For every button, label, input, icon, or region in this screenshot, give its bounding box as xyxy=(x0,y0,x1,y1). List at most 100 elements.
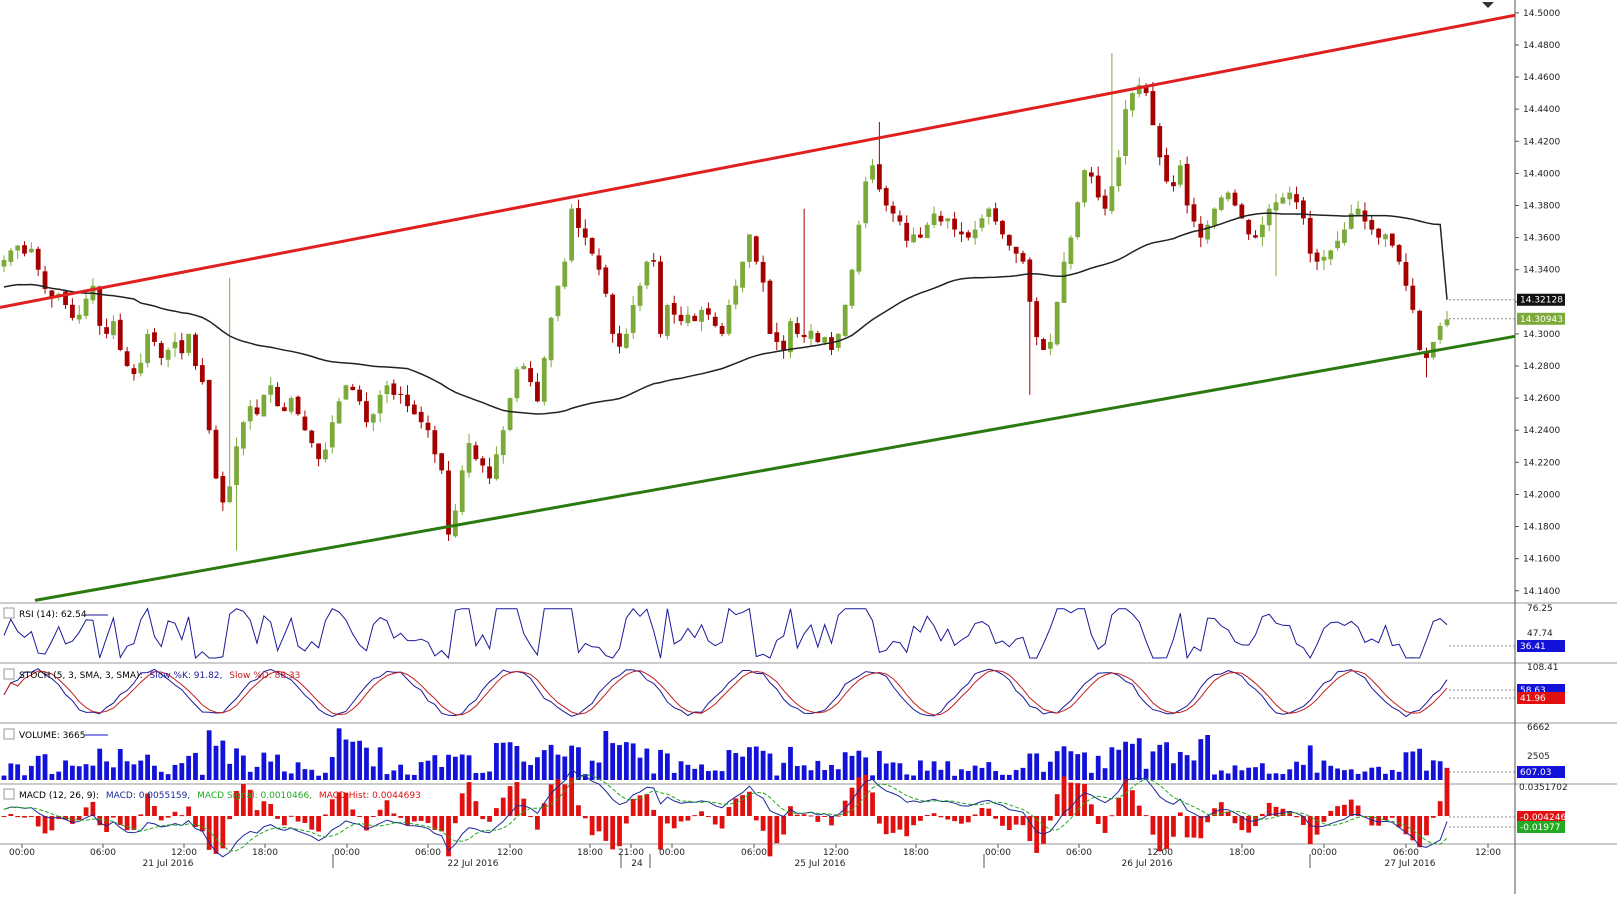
candle-body xyxy=(658,261,663,334)
candle-body xyxy=(411,404,417,415)
candle-body xyxy=(234,446,239,486)
candle-body xyxy=(1321,256,1327,261)
volume-bar xyxy=(90,765,96,780)
candle-body xyxy=(808,330,814,339)
volume-bar xyxy=(972,765,978,780)
macd-close-box[interactable] xyxy=(3,788,15,800)
rsi-close-box[interactable] xyxy=(3,607,15,619)
rsi-tick-mid: 47.74 xyxy=(1527,629,1553,639)
candle-body xyxy=(733,285,739,305)
macd-hist-bar xyxy=(131,816,137,830)
volume-close-box[interactable] xyxy=(3,728,15,740)
volume-bar xyxy=(794,766,800,780)
macd-hist-bar xyxy=(617,816,622,847)
volume-bar xyxy=(658,749,663,780)
volume-bar xyxy=(1013,770,1019,780)
volume-bar xyxy=(514,745,520,780)
volume-bar xyxy=(1034,753,1040,780)
volume-bar xyxy=(459,754,465,780)
candle-body xyxy=(76,314,82,320)
candle-body xyxy=(124,351,130,367)
candle-body xyxy=(801,334,807,338)
stoch-k-tag: 58.63 xyxy=(1520,686,1546,696)
volume-bar xyxy=(1212,774,1217,780)
volume-bar xyxy=(295,762,301,780)
candle-body xyxy=(405,394,410,407)
volume-bar xyxy=(1130,743,1135,780)
macd-hist-bar xyxy=(439,816,445,832)
candle-body xyxy=(890,205,896,214)
macd-panel[interactable]: 0.0351702 -0.004246-0.01977 xyxy=(1,768,1568,858)
rsi-panel[interactable]: 76.25 47.74 36.41 xyxy=(3,604,1565,660)
rsi-current-tag-bg xyxy=(1517,640,1565,652)
candle-body xyxy=(712,316,718,326)
volume-bar xyxy=(1075,754,1081,780)
upper-channel-line[interactable] xyxy=(0,13,1516,309)
time-tick-label: 00:00 xyxy=(659,848,685,858)
candle-body xyxy=(213,429,219,479)
macd-hist-bar xyxy=(535,816,540,830)
volume-bar xyxy=(165,774,171,780)
stoch-d-label: Slow %D: 88.33 xyxy=(229,671,300,681)
volume-bar xyxy=(1335,768,1340,780)
macd-label: MACD (12, 26, 9): MACD: 0.0055159, MACD … xyxy=(19,791,421,801)
volume-bar xyxy=(781,762,787,780)
macd-hist-bar xyxy=(1348,799,1354,816)
volume-bar xyxy=(117,749,123,780)
candle-body xyxy=(288,398,294,412)
macd-hist-bar xyxy=(610,816,616,850)
macd-hist-bar xyxy=(897,816,903,830)
volume-bar xyxy=(281,771,287,780)
volume-bar xyxy=(1389,769,1395,780)
macd-hist-bar xyxy=(1177,812,1183,816)
candle-body xyxy=(1403,262,1409,286)
volume-panel[interactable]: 6662 2505 607.03 xyxy=(1,723,1565,780)
candle-body xyxy=(842,305,848,336)
candle-body xyxy=(446,470,451,535)
macd-hist-bar xyxy=(1157,816,1163,852)
candle-body xyxy=(42,271,48,289)
volume-bar xyxy=(1321,760,1327,780)
candle-body xyxy=(104,327,109,334)
volume-bar xyxy=(42,754,48,780)
candle-body xyxy=(1177,165,1183,185)
time-tick-label: 06:00 xyxy=(415,848,441,858)
volume-bar xyxy=(965,770,971,780)
macd-hist-bar xyxy=(480,816,486,820)
volume-bar xyxy=(186,755,192,780)
time-tick-label: 12:00 xyxy=(171,848,197,858)
macd-hist-bar xyxy=(733,798,739,816)
price-tick-label: 14.2600 xyxy=(1523,394,1560,404)
candle-body xyxy=(206,379,212,431)
volume-bar xyxy=(733,753,739,780)
macd-hist-bar xyxy=(1294,816,1299,818)
candle-body xyxy=(904,222,910,241)
volume-bar xyxy=(28,765,34,780)
volume-bar xyxy=(254,766,260,780)
macd-hist-bar xyxy=(1013,816,1019,825)
candle-body xyxy=(131,368,137,375)
macd-hist-bar xyxy=(329,799,335,816)
candle-body xyxy=(1109,186,1115,212)
scroll-arrow-icon[interactable] xyxy=(1482,2,1494,8)
price-tick-label: 14.5000 xyxy=(1523,9,1560,19)
candle-body xyxy=(1027,259,1033,302)
candle-body xyxy=(1130,93,1135,111)
volume-bar xyxy=(316,775,321,780)
ma-value-tag: 14.32128 xyxy=(1520,296,1563,306)
candle-body xyxy=(63,291,68,306)
candle-body xyxy=(528,368,533,383)
lower-channel-line[interactable] xyxy=(34,334,1516,602)
last-price-tag-bg xyxy=(1517,312,1565,325)
candle-body xyxy=(1116,157,1122,187)
time-tick-label: 06:00 xyxy=(1393,848,1419,858)
candle-body xyxy=(576,208,581,228)
macd-hist-bar xyxy=(753,816,759,821)
volume-bar xyxy=(1123,741,1128,780)
volume-bar xyxy=(1342,770,1347,780)
stoch-close-box[interactable] xyxy=(3,668,15,680)
price-panel[interactable] xyxy=(0,13,1516,602)
price-tick-label: 14.3400 xyxy=(1523,266,1560,276)
